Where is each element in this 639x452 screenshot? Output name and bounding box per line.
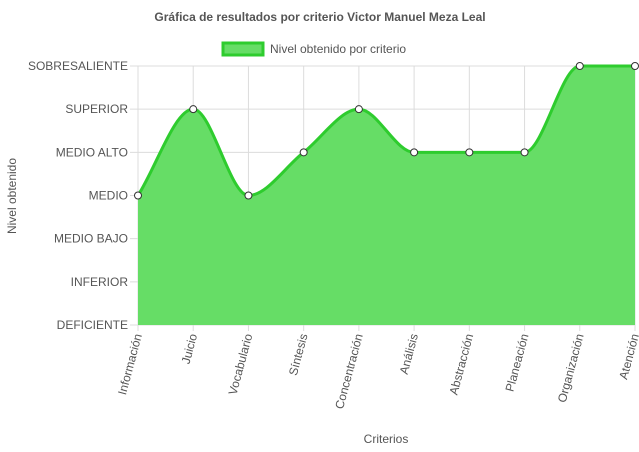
legend-label: Nivel obtenido por criterio <box>270 42 406 56</box>
legend[interactable]: Nivel obtenido por criterio <box>221 41 406 57</box>
x-tick-label: Atención <box>616 332 639 381</box>
y-tick-label: DEFICIENTE <box>57 318 128 332</box>
y-axis-ticks: DEFICIENTE INFERIOR MEDIO BAJO MEDIO MEDIO A… <box>28 59 128 332</box>
x-tick-label: Vocabulario <box>226 332 256 397</box>
x-axis-title: Criterios <box>364 432 409 446</box>
series-line <box>136 64 635 198</box>
y-tick-label: MEDIO <box>89 189 128 203</box>
data-point[interactable] <box>354 105 363 114</box>
series-area <box>138 66 635 325</box>
x-tick-label: Planeación <box>503 332 532 393</box>
y-tick-label: MEDIO BAJO <box>54 232 128 246</box>
data-point[interactable] <box>189 105 198 114</box>
legend-swatch <box>221 41 265 57</box>
data-point[interactable] <box>575 62 584 70</box>
y-tick-label: SUPERIOR <box>65 102 128 116</box>
x-tick-label: Síntesis <box>286 332 311 377</box>
y-tick-label: INFERIOR <box>71 275 129 289</box>
x-axis-ticks: Información Juicio Vocabulario Síntesis Conc… <box>115 332 639 411</box>
x-tick-label: Información <box>115 332 145 396</box>
chart-title: Gráfica de resultados por criterio Victo… <box>154 10 485 24</box>
data-point[interactable] <box>520 148 529 157</box>
x-tick-label: Organización <box>555 332 587 404</box>
data-point[interactable] <box>134 191 142 200</box>
x-tick-label: Juicio <box>179 332 201 366</box>
data-point[interactable] <box>299 148 308 157</box>
data-point[interactable] <box>631 62 639 70</box>
x-tick-label: Análisis <box>397 332 421 376</box>
data-point[interactable] <box>244 191 253 200</box>
data-point[interactable] <box>410 148 419 157</box>
y-tick-label: MEDIO ALTO <box>56 145 128 159</box>
y-tick-label: SOBRESALIENTE <box>28 59 128 73</box>
data-point[interactable] <box>465 148 474 157</box>
x-tick-label: Concentración <box>332 332 366 410</box>
series-points <box>134 62 639 200</box>
x-tick-label: Abstracción <box>446 332 476 396</box>
y-axis-title: Nivel obtenido <box>5 158 19 234</box>
